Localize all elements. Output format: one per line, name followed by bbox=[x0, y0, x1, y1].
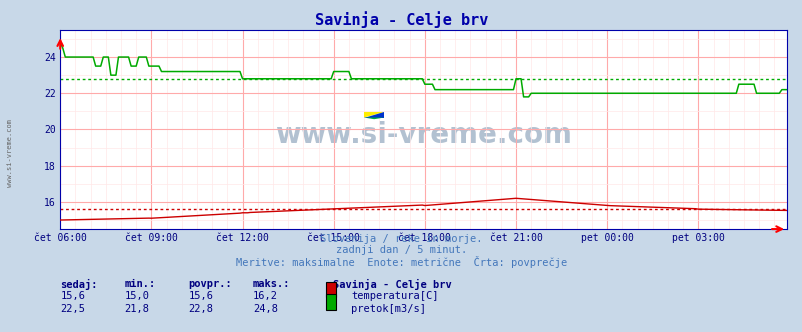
Polygon shape bbox=[363, 112, 384, 118]
Text: zadnji dan / 5 minut.: zadnji dan / 5 minut. bbox=[335, 245, 467, 255]
Text: www.si-vreme.com: www.si-vreme.com bbox=[6, 119, 13, 187]
Text: www.si-vreme.com: www.si-vreme.com bbox=[275, 122, 571, 149]
Text: 15,0: 15,0 bbox=[124, 291, 149, 301]
Polygon shape bbox=[363, 112, 384, 118]
Text: Savinja - Celje brv: Savinja - Celje brv bbox=[333, 279, 452, 290]
Text: povpr.:: povpr.: bbox=[188, 279, 232, 289]
Text: Meritve: maksimalne  Enote: metrične  Črta: povprečje: Meritve: maksimalne Enote: metrične Črta… bbox=[236, 256, 566, 268]
Text: 15,6: 15,6 bbox=[60, 291, 85, 301]
Text: 24,8: 24,8 bbox=[253, 304, 277, 314]
Text: sedaj:: sedaj: bbox=[60, 279, 98, 290]
Polygon shape bbox=[363, 118, 384, 119]
Text: 22,5: 22,5 bbox=[60, 304, 85, 314]
Text: pretok[m3/s]: pretok[m3/s] bbox=[350, 304, 425, 314]
Text: Savinja - Celje brv: Savinja - Celje brv bbox=[314, 12, 488, 29]
Text: temperatura[C]: temperatura[C] bbox=[350, 291, 438, 301]
Text: 21,8: 21,8 bbox=[124, 304, 149, 314]
Text: min.:: min.: bbox=[124, 279, 156, 289]
Text: Slovenija / reke in morje.: Slovenija / reke in morje. bbox=[320, 234, 482, 244]
Text: 22,8: 22,8 bbox=[188, 304, 213, 314]
Text: maks.:: maks.: bbox=[253, 279, 290, 289]
Text: 15,6: 15,6 bbox=[188, 291, 213, 301]
Text: 16,2: 16,2 bbox=[253, 291, 277, 301]
